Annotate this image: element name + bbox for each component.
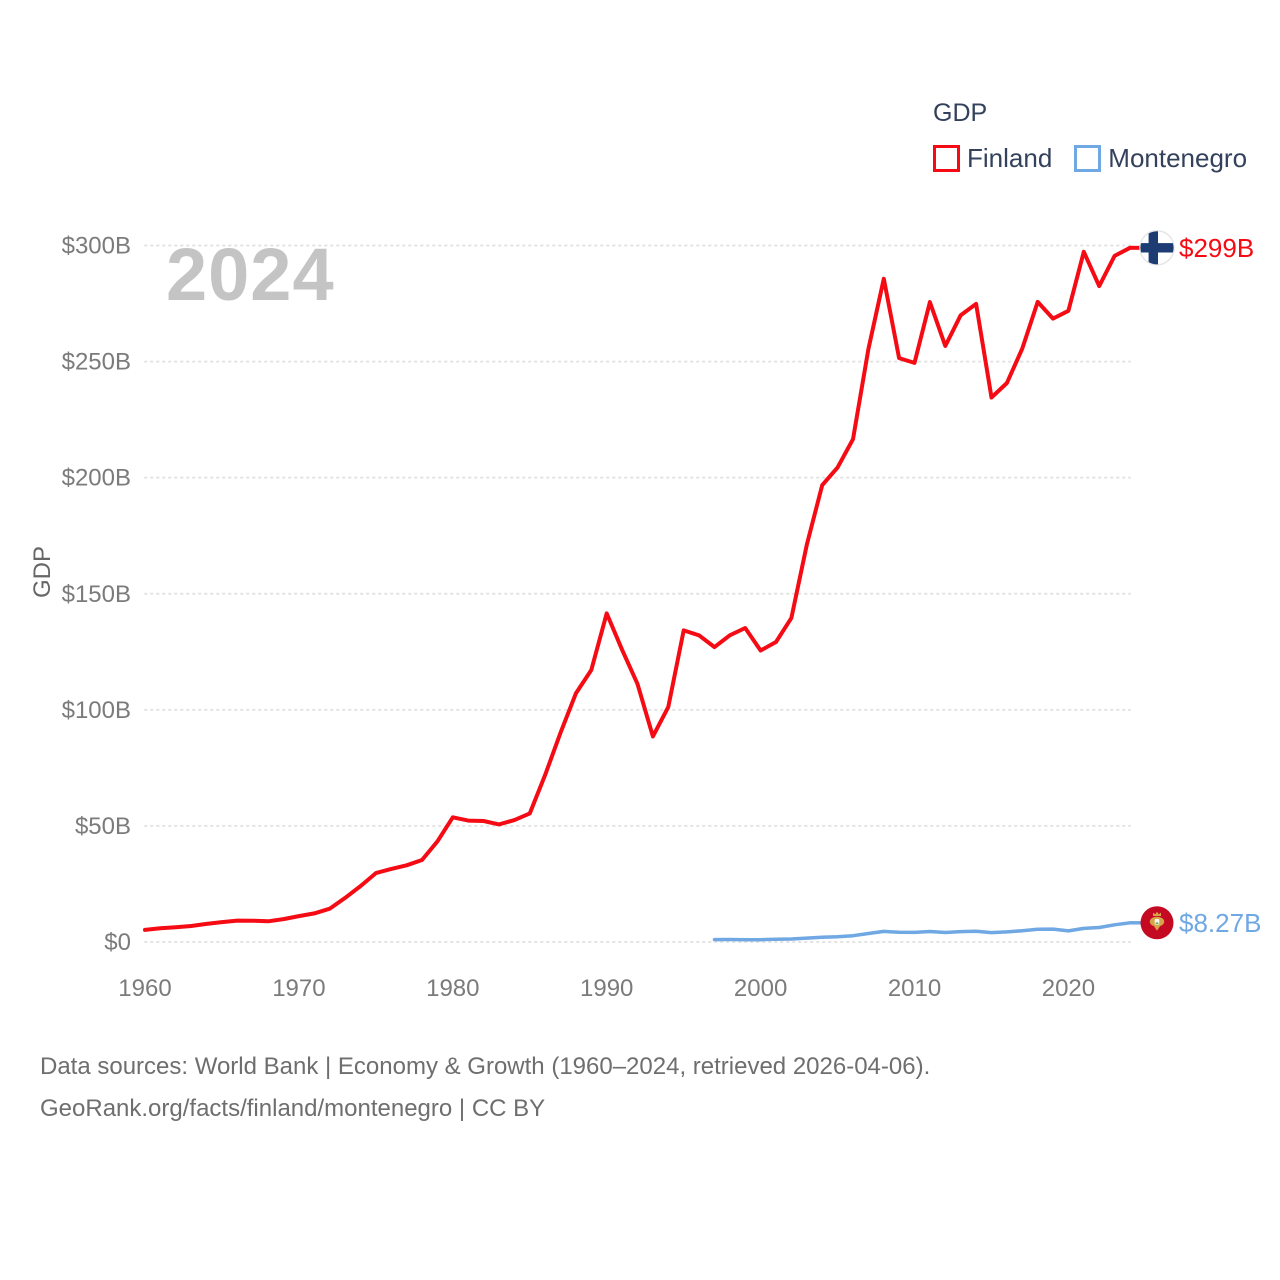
montenegro-end-value-label: $8.27B <box>1179 908 1261 938</box>
y-axis-title: GDP <box>29 546 56 599</box>
footer-data-sources: Data sources: World Bank | Economy & Gro… <box>40 1053 931 1080</box>
footer-attribution: Data sources: World Bank | Economy & Gro… <box>40 1046 930 1130</box>
x-tick-label: 1990 <box>580 975 633 1002</box>
legend-item-finland[interactable]: Finland <box>933 143 1052 174</box>
x-tick-label: 1980 <box>426 975 479 1002</box>
y-tick-label: $300B <box>62 233 131 260</box>
finland-flag-icon <box>1139 230 1175 266</box>
y-tick-label: $50B <box>75 813 131 840</box>
y-tick-label: $250B <box>62 349 131 376</box>
legend-label-finland: Finland <box>967 143 1053 173</box>
legend-title: GDP <box>933 99 988 127</box>
footer-license-link: GeoRank.org/facts/finland/montenegro | C… <box>40 1095 546 1122</box>
legend-label-montenegro: Montenegro <box>1108 143 1248 173</box>
montenegro-flag-icon <box>1140 906 1174 940</box>
finland-swatch-icon <box>933 145 960 172</box>
y-tick-label: $100B <box>62 697 131 724</box>
montenegro-swatch-icon <box>1074 145 1102 172</box>
legend-item-montenegro[interactable]: Montenegro <box>1074 143 1247 174</box>
watermark-year: 2024 <box>166 233 335 316</box>
y-tick-label: $200B <box>62 465 131 492</box>
y-tick-label: $0 <box>104 929 131 956</box>
x-tick-label: 2020 <box>1042 975 1095 1002</box>
x-tick-label: 2000 <box>734 975 787 1002</box>
x-tick-label: 2010 <box>888 975 941 1002</box>
montenegro-gdp-line <box>712 921 1132 942</box>
finland-end-value-label: $299B <box>1179 233 1254 263</box>
finland-gdp-line <box>143 245 1132 932</box>
legend-row: Finland Montenegro <box>933 143 1247 174</box>
chart-legend: GDP Finland Montenegro <box>933 99 1247 174</box>
y-tick-label: $150B <box>62 581 131 608</box>
x-tick-label: 1960 <box>118 975 171 1002</box>
x-tick-label: 1970 <box>272 975 325 1002</box>
